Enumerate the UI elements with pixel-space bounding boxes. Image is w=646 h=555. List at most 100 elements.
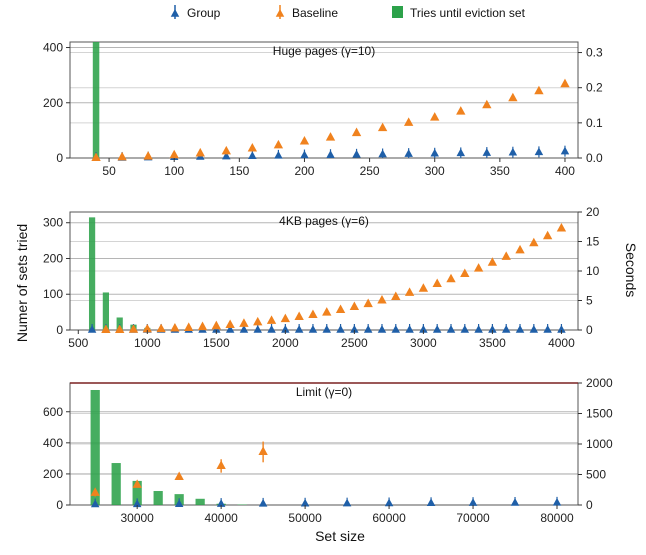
bar-eviction [93, 42, 100, 158]
x-tick-label: 3000 [410, 336, 437, 350]
group-point [474, 325, 483, 333]
baseline-point [117, 152, 126, 161]
baseline-point [267, 315, 276, 324]
legend-label: Tries until eviction set [410, 6, 526, 20]
y-right-tick-label: 0.1 [586, 116, 603, 130]
baseline-point [170, 323, 179, 332]
y-right-tick-label: 2000 [586, 376, 613, 390]
group-point [483, 148, 492, 156]
baseline-point [281, 314, 290, 323]
baseline-point [143, 151, 152, 160]
group-point [405, 325, 414, 333]
x-tick-label: 200 [294, 164, 314, 178]
y-right-tick-label: 0.0 [586, 151, 603, 165]
x-tick-label: 4000 [548, 336, 575, 350]
baseline-point [508, 93, 517, 102]
y-right-tick-label: 0 [586, 498, 593, 512]
baseline-point [557, 223, 566, 232]
group-point [378, 149, 387, 157]
legend-item: Group [171, 5, 221, 20]
panel-title: 4KB pages (γ=6) [279, 214, 369, 228]
bar-eviction [154, 491, 163, 505]
baseline-point [446, 274, 455, 283]
panel-title: Huge pages (γ=10) [273, 44, 375, 58]
y-left-tick-label: 200 [43, 467, 63, 481]
baseline-point [336, 304, 345, 313]
baseline-point [352, 128, 361, 137]
group-point [392, 325, 401, 333]
baseline-point [391, 291, 400, 300]
baseline-point [91, 153, 100, 162]
y-right-tick-label: 5 [586, 294, 593, 308]
x-tick-label: 50000 [288, 511, 322, 525]
group-point [509, 148, 517, 156]
y-left-tick-label: 400 [43, 41, 63, 55]
group-point [447, 325, 456, 333]
baseline-point [174, 471, 183, 480]
legend-item: Tries until eviction set [392, 6, 526, 20]
baseline-point [430, 112, 439, 121]
baseline-point [222, 146, 231, 155]
baseline-point [129, 324, 138, 333]
baseline-point [300, 136, 309, 145]
y-right-tick-label: 20 [586, 205, 600, 219]
group-point [259, 499, 268, 507]
baseline-point [350, 301, 359, 310]
baseline-point [294, 312, 303, 321]
group-point [457, 148, 466, 156]
x-tick-label: 70000 [456, 511, 490, 525]
x-tick-label: 400 [555, 164, 575, 178]
baseline-point [456, 106, 465, 115]
baseline-point [560, 79, 569, 88]
group-point [404, 149, 413, 157]
x-tick-label: 60000 [372, 511, 406, 525]
y-right-tick-label: 10 [586, 264, 600, 278]
x-tick-label: 1500 [203, 336, 230, 350]
x-tick-label: 250 [360, 164, 380, 178]
group-point [469, 498, 478, 506]
y-right-tick-label: 1500 [586, 407, 613, 421]
baseline-point [363, 299, 372, 308]
group-point [326, 150, 335, 158]
y-axis-left-label: Numer of sets tried [14, 224, 30, 342]
group-point [561, 147, 570, 155]
group-point [530, 325, 539, 333]
baseline-point [212, 321, 221, 330]
group-point [343, 499, 352, 507]
group-point [543, 325, 552, 333]
group-point [502, 325, 511, 333]
group-point [309, 325, 318, 333]
group-point [295, 325, 304, 333]
x-tick-label: 1000 [134, 336, 161, 350]
y-right-tick-label: 15 [586, 235, 600, 249]
baseline-point [196, 148, 205, 157]
baseline-point [225, 319, 234, 328]
legend-label: Group [187, 6, 221, 20]
baseline-point [253, 317, 262, 326]
group-point [267, 325, 276, 333]
group-point [300, 151, 309, 159]
group-point [553, 498, 562, 506]
legend-triangle [276, 9, 285, 17]
x-tick-label: 150 [229, 164, 249, 178]
group-point [364, 325, 373, 333]
group-point [516, 325, 525, 333]
baseline-point [248, 143, 257, 152]
baseline-point [433, 278, 442, 287]
baseline-point [529, 238, 538, 247]
baseline-point [534, 86, 543, 95]
baseline-point [460, 268, 469, 277]
y-left-tick-label: 100 [43, 287, 63, 301]
y-right-tick-label: 0.2 [586, 81, 603, 95]
y-right-tick-label: 0.3 [586, 46, 603, 60]
baseline-point [378, 123, 387, 132]
y-left-tick-label: 600 [43, 405, 63, 419]
baseline-point [274, 140, 283, 149]
y-left-tick-label: 400 [43, 436, 63, 450]
legend-triangle [171, 9, 180, 17]
